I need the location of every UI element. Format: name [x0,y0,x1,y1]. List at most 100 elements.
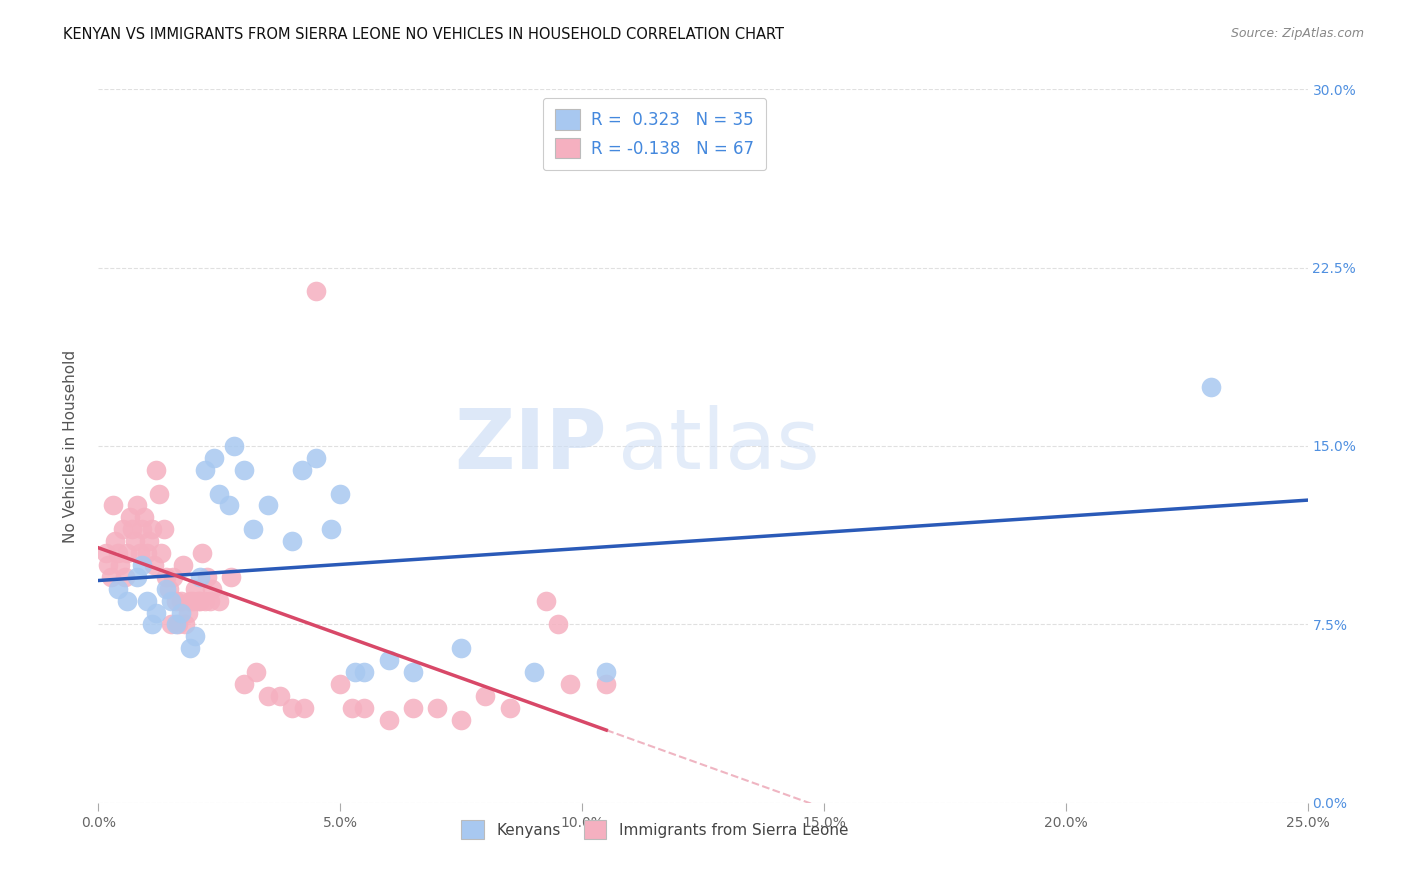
Point [101,499,124,513]
Point [145,463,167,477]
Point [377,713,399,727]
Point [181,593,204,607]
Point [292,700,315,714]
Point [124,534,146,549]
Point [402,665,425,679]
Point [329,677,352,691]
Point [94,546,117,560]
Point [117,546,139,560]
Point [269,689,291,703]
Point [162,570,184,584]
Point [135,593,157,607]
Point [595,677,617,691]
Point [172,558,194,572]
Point [187,593,209,607]
Point [377,653,399,667]
Point [290,463,312,477]
Point [221,570,243,584]
Point [198,593,221,607]
Point [242,522,264,536]
Point [107,546,129,560]
Point [174,617,197,632]
Point [281,534,304,549]
Point [305,450,328,465]
Point [188,593,211,607]
Point [523,665,546,679]
Point [426,700,449,714]
Point [165,593,187,607]
Point [169,606,191,620]
Point [201,582,224,596]
Point [150,546,173,560]
Text: atlas: atlas [619,406,820,486]
Point [160,593,183,607]
Text: KENYAN VS IMMIGRANTS FROM SIERRA LEONE NO VEHICLES IN HOUSEHOLD CORRELATION CHAR: KENYAN VS IMMIGRANTS FROM SIERRA LEONE N… [63,27,785,42]
Point [534,593,557,607]
Point [152,522,174,536]
Point [595,665,617,679]
Point [204,450,226,465]
Point [305,285,328,299]
Point [232,677,254,691]
Point [167,617,190,632]
Point [402,700,425,714]
Point [256,689,278,703]
Point [319,522,342,536]
Point [141,522,163,536]
Point [1199,379,1222,393]
Point [245,665,267,679]
Point [281,700,304,714]
Point [114,570,136,584]
Point [194,593,217,607]
Point [179,593,201,607]
Point [104,534,127,549]
Point [128,546,150,560]
Point [474,689,496,703]
Point [208,593,231,607]
Point [343,665,366,679]
Point [155,582,177,596]
Point [450,641,472,656]
Point [222,439,245,453]
Point [134,510,156,524]
Point [117,593,139,607]
Point [184,582,207,596]
Point [547,617,569,632]
Point [558,677,581,691]
Point [191,546,214,560]
Point [127,499,149,513]
Point [97,558,120,572]
Point [177,606,200,620]
Point [160,617,183,632]
Point [131,558,153,572]
Point [135,546,157,560]
Point [450,713,472,727]
Point [179,641,201,656]
Point [107,582,129,596]
Point [127,570,149,584]
Legend: Kenyans, Immigrants from Sierra Leone: Kenyans, Immigrants from Sierra Leone [456,814,855,845]
Point [342,700,364,714]
Point [143,558,166,572]
Point [131,522,153,536]
Point [256,499,278,513]
Point [165,617,187,632]
Point [141,617,163,632]
Text: Source: ZipAtlas.com: Source: ZipAtlas.com [1230,27,1364,40]
Y-axis label: No Vehicles in Household: No Vehicles in Household [63,350,77,542]
Point [353,700,375,714]
Point [148,486,170,500]
Point [498,700,520,714]
Point [100,570,122,584]
Point [188,570,211,584]
Point [145,606,167,620]
Point [218,499,240,513]
Point [157,582,180,596]
Point [155,570,177,584]
Point [121,522,143,536]
Point [329,486,352,500]
Point [108,558,131,572]
Point [169,593,191,607]
Point [232,463,254,477]
Point [118,510,141,524]
